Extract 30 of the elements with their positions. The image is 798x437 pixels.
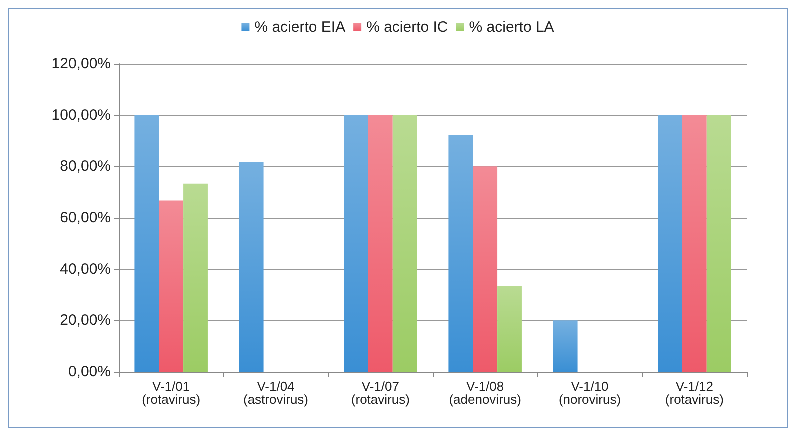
bar xyxy=(159,200,184,372)
x-tick-label: V-1/08 (adenovirus) xyxy=(449,379,522,407)
bar xyxy=(368,115,393,372)
bar xyxy=(658,115,682,372)
bar xyxy=(706,115,732,372)
y-tick-label: 100,00% xyxy=(52,106,111,124)
bar xyxy=(184,184,208,372)
bar xyxy=(239,162,264,372)
bar xyxy=(392,115,418,372)
bar xyxy=(473,166,498,372)
bar xyxy=(134,115,160,372)
legend-label: % acierto EIA xyxy=(254,19,346,36)
legend-label: % acierto LA xyxy=(469,19,554,36)
y-tick-label: 60,00% xyxy=(60,210,111,226)
bar xyxy=(682,115,707,372)
y-tick-label: 40,00% xyxy=(60,260,111,278)
bar xyxy=(498,286,522,372)
legend-label: % acierto IC xyxy=(366,19,448,36)
x-tick-label: V-1/12 (rotavirus) xyxy=(665,379,724,407)
x-tick-label: V-1/10 (norovirus) xyxy=(558,379,622,407)
x-tick-label: V-1/07 (rotavirus) xyxy=(351,379,410,407)
y-tick-label: 0,00% xyxy=(68,364,111,380)
x-tick-label: V-1/04 (astrovirus) xyxy=(243,379,309,407)
bar xyxy=(344,115,368,372)
bar xyxy=(448,135,474,372)
y-tick-label: 80,00% xyxy=(60,158,111,176)
x-tick-label: V-1/01 (rotavirus) xyxy=(142,379,201,407)
y-tick-label: 20,00% xyxy=(60,312,111,330)
y-tick-label: 120,00% xyxy=(52,56,111,72)
bar xyxy=(553,320,578,372)
